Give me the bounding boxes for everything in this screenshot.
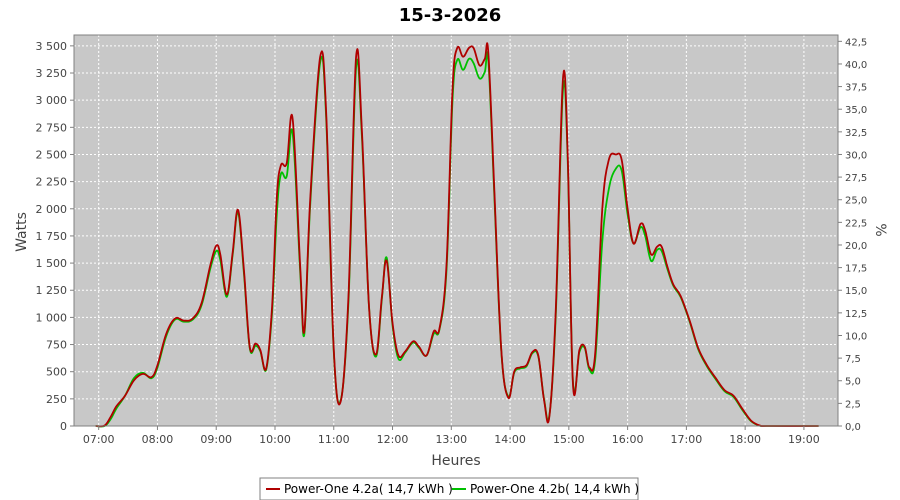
series-line-1 [95,42,819,428]
y2-tick-label: 5,0 [845,377,861,388]
legend-box [259,477,639,500]
y-tick-label: 250 [46,393,67,406]
y-tick-label: 3 250 [36,67,68,80]
y2-tick-label: 27,5 [845,173,867,184]
y-tick-label: 2 750 [36,121,68,134]
x-tick-label: 11:00 [318,433,350,446]
chart-title: 15-3-2026 [399,5,502,26]
y2-tick-label: 30,0 [845,150,867,161]
y-tick-label: 2 250 [36,176,68,189]
y-tick-label: 1 250 [36,284,68,297]
x-tick-label: 09:00 [200,433,232,446]
y2-tick-label: 12,5 [845,309,867,320]
y-tick-label: 0 [60,420,67,433]
y-tick-label: 750 [46,339,67,352]
x-tick-label: 15:00 [553,433,585,446]
x-tick-label: 18:00 [729,433,761,446]
y2-tick-label: 20,0 [845,241,867,252]
y2-tick-label: 35,0 [845,105,867,116]
y2-tick-label: 32,5 [845,128,867,139]
y2-tick-label: 2,5 [845,399,861,410]
y2-axis-label: % [872,223,888,236]
x-tick-label: 17:00 [671,433,703,446]
y2-tick-label: 37,5 [845,83,867,94]
x-axis-label: Heures [431,453,480,469]
y2-tick-label: 7,5 [845,354,861,365]
plot-frame [73,34,839,427]
x-tick-label: 14:00 [494,433,526,446]
y-tick-label: 2 000 [36,203,68,216]
y2-tick-label: 10,0 [845,331,867,342]
y2-tick-label: 22,5 [845,218,867,229]
y2-tick-label: 40,0 [845,60,867,71]
x-tick-label: 12:00 [377,433,409,446]
y-axis-label: Watts [14,212,30,252]
plot-area [74,35,838,426]
x-tick-label: 13:00 [435,433,467,446]
y2-tick-label: 0,0 [845,422,861,433]
y2-tick-label: 42,5 [845,37,867,48]
x-tick-label: 16:00 [612,433,644,446]
legend-entry-2: Power-One 4.2b( 14,4 kWh ) [470,482,639,496]
y2-tick-label: 25,0 [845,196,867,207]
x-axis: 07:00 08:00 09:00 10:00 11:00 12:00 13:00 14:00… [83,426,820,446]
x-tick-label: 08:00 [142,433,174,446]
x-tick-label: 10:00 [259,433,291,446]
y-axis-right: 0,0 2,5 5,0 7,5 10,0 12,5 15,0 17,5 20,0 22,5 25,0… [838,37,867,433]
y-tick-label: 3 000 [36,94,68,107]
legend-entry-1: Power-One 4.2a( 14,7 kWh ) [284,482,453,496]
series-layer [95,42,819,428]
y2-tick-label: 15,0 [845,286,867,297]
y-tick-label: 3 500 [36,40,68,53]
y-tick-label: 1 750 [36,230,68,243]
y-tick-label: 1 000 [36,311,68,324]
y-tick-label: 1 500 [36,257,68,270]
x-tick-label: 19:00 [788,433,820,446]
y-tick-label: 500 [46,366,67,379]
y2-tick-label: 17,5 [845,264,867,275]
x-tick-label: 07:00 [83,433,115,446]
legend: Power-One 4.2a( 14,7 kWh ) Power-One 4.2b… [259,477,639,500]
y-tick-label: 2 500 [36,148,68,161]
y-axis-left: 0 250 500 750 1 000 1 250 1 500 1 750 2 000 2 250… [36,40,74,433]
